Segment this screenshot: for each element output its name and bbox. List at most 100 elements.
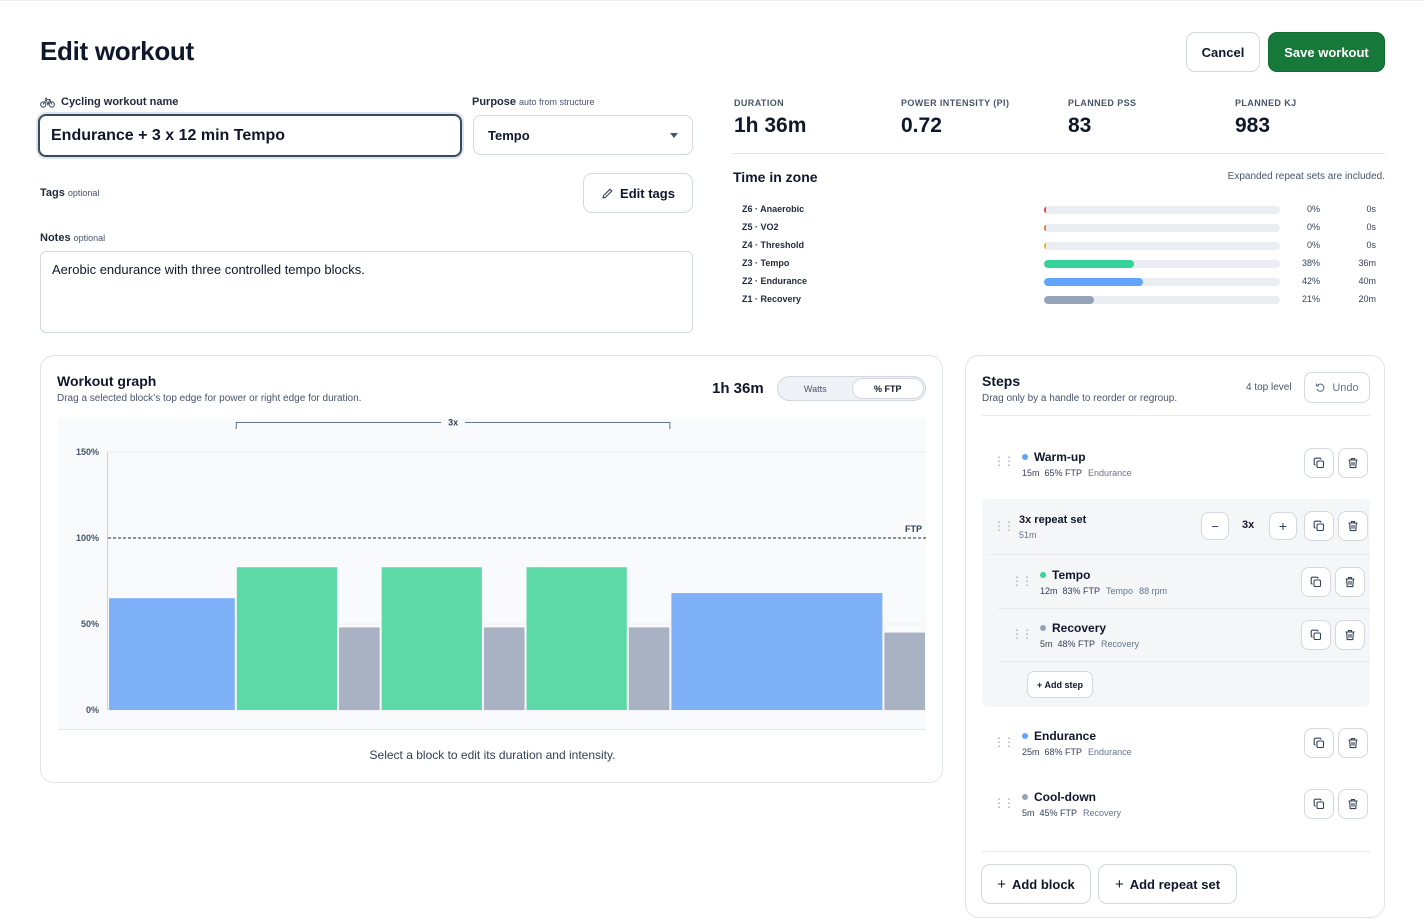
repeat-count: 3x (1242, 519, 1255, 531)
metric-label: Planned kJ (1235, 98, 1297, 108)
zone-name: Z4 · Threshold (742, 240, 805, 250)
workout-name-label: Cycling workout name (40, 96, 178, 108)
zone-fill (1044, 224, 1046, 232)
y-tick-label: 50% (81, 619, 99, 629)
repeat-duration: 51m (1019, 530, 1037, 540)
metric-label: Power Intensity (PI) (901, 98, 1010, 108)
metric-label: Duration (734, 98, 785, 108)
metric-planned-pss: Planned PSS 83 (1068, 98, 1136, 138)
unit-toggle: Watts % FTP (777, 376, 926, 401)
step-ftp: 65% FTP (1044, 468, 1083, 478)
workout-name-input[interactable] (38, 114, 462, 157)
delete-button[interactable] (1335, 620, 1365, 650)
zone-name: Z2 · Endurance (742, 276, 808, 286)
purpose-value: Tempo (488, 127, 530, 143)
top-divider (0, 0, 1425, 1)
drag-handle-icon[interactable]: ⋮⋮ (993, 796, 1015, 810)
step-repeat-set: ⋮⋮ 3x repeat set 51m − 3x + (982, 511, 1370, 551)
step-zone: Endurance (1088, 468, 1132, 478)
purpose-select[interactable]: Tempo (473, 115, 693, 155)
undo-button[interactable]: Undo (1304, 372, 1370, 403)
watts-toggle[interactable]: Watts (803, 383, 827, 394)
zone-track (1044, 206, 1280, 214)
workout-block (339, 627, 380, 710)
step-endurance: ⋮⋮ Endurance 25m 68% FTP Endurance (982, 727, 1370, 767)
copy-icon (1313, 520, 1325, 532)
drag-handle-icon[interactable]: ⋮⋮ (993, 454, 1015, 468)
step-duration: 5m (1040, 639, 1053, 649)
metric-value: 83 (1068, 114, 1092, 137)
zone-percent: 0% (1306, 240, 1320, 250)
time-in-zone-note: Expanded repeat sets are included. (1227, 171, 1385, 182)
zone-row-z1: Z1 · Recovery 21% 20m (742, 292, 1382, 306)
save-workout-button[interactable]: Save workout (1268, 32, 1385, 72)
drag-handle-icon[interactable]: ⋮⋮ (993, 735, 1015, 749)
trash-icon (1348, 458, 1358, 469)
drag-handle-icon[interactable]: ⋮⋮ (1011, 574, 1033, 588)
workout-graph-card: Workout graph Drag a selected block’s to… (40, 355, 943, 783)
step-meta: 5m 48% FTP Recovery (1040, 639, 1139, 649)
zone-track (1044, 224, 1280, 232)
workout-block (884, 632, 925, 710)
add-step-button[interactable]: + Add step (1027, 671, 1093, 698)
metric-label: Planned PSS (1068, 98, 1137, 108)
metric-power-intensity: Power Intensity (PI) 0.72 (901, 98, 1009, 138)
metric-value: 0.72 (901, 114, 942, 137)
copy-icon (1313, 457, 1325, 469)
zone-percent: 21% (1301, 294, 1320, 304)
zone-percent: 0% (1306, 204, 1320, 214)
ftp-toggle[interactable]: % FTP (852, 379, 923, 398)
delete-button[interactable] (1335, 567, 1365, 597)
step-duration: 12m (1040, 586, 1058, 596)
steps-card: Steps Drag only by a handle to reorder o… (965, 355, 1385, 918)
zone-fill (1044, 278, 1144, 286)
workout-block (236, 567, 338, 710)
zone-dot (1040, 625, 1046, 631)
duplicate-button[interactable] (1304, 728, 1334, 758)
zone-dot (1022, 454, 1028, 460)
delete-button[interactable] (1338, 789, 1368, 819)
delete-button[interactable] (1338, 448, 1368, 478)
edit-tags-button[interactable]: Edit tags (583, 173, 693, 213)
zone-row-z3: Z3 · Tempo 38% 36m (742, 256, 1382, 270)
duplicate-button[interactable] (1301, 620, 1331, 650)
duplicate-button[interactable] (1304, 511, 1334, 541)
zone-fill (1044, 260, 1134, 268)
duplicate-button[interactable] (1304, 789, 1334, 819)
duplicate-button[interactable] (1301, 567, 1331, 597)
zone-duration: 40m (1358, 276, 1376, 286)
workout-block (671, 593, 883, 710)
purpose-label: Purpose auto from structure (472, 96, 595, 108)
step-name-text: Endurance (1034, 729, 1097, 743)
decrement-repeat-button[interactable]: − (1201, 512, 1229, 540)
notes-label-text: Notes (40, 232, 71, 244)
edit-tags-label: Edit tags (620, 185, 675, 201)
zone-duration: 0s (1366, 240, 1376, 250)
notes-optional: optional (73, 233, 106, 243)
zone-row-z4: Z4 · Threshold 0% 0s (742, 238, 1382, 252)
step-name-text: Warm-up (1034, 450, 1086, 464)
step-zone: Recovery (1101, 639, 1140, 649)
add-repeat-set-button[interactable]: + Add repeat set (1098, 864, 1237, 904)
delete-button[interactable] (1338, 728, 1368, 758)
step-name: Endurance (1022, 729, 1096, 743)
increment-repeat-button[interactable]: + (1269, 512, 1297, 540)
add-block-button[interactable]: + Add block (981, 864, 1091, 904)
drag-handle-icon[interactable]: ⋮⋮ (1011, 627, 1033, 641)
copy-icon (1310, 576, 1322, 588)
cancel-button[interactable]: Cancel (1186, 32, 1260, 72)
tags-optional: optional (67, 188, 100, 198)
delete-button[interactable] (1338, 511, 1368, 541)
undo-label: Undo (1332, 381, 1359, 394)
notes-textarea[interactable]: Aerobic endurance with three controlled … (40, 251, 693, 333)
metric-value: 1h 36m (734, 114, 807, 137)
metrics-divider (733, 153, 1385, 154)
zone-row-z6: Z6 · Anaerobic 0% 0s (742, 202, 1382, 216)
purpose-hint: auto from structure (519, 97, 595, 107)
metric-duration: Duration 1h 36m (734, 98, 806, 138)
zone-fill (1044, 296, 1094, 304)
drag-handle-icon[interactable]: ⋮⋮ (993, 519, 1015, 533)
step-recovery: ⋮⋮ Recovery 5m 48% FTP Recovery (982, 619, 1370, 659)
workout-block (483, 627, 525, 710)
duplicate-button[interactable] (1304, 448, 1334, 478)
